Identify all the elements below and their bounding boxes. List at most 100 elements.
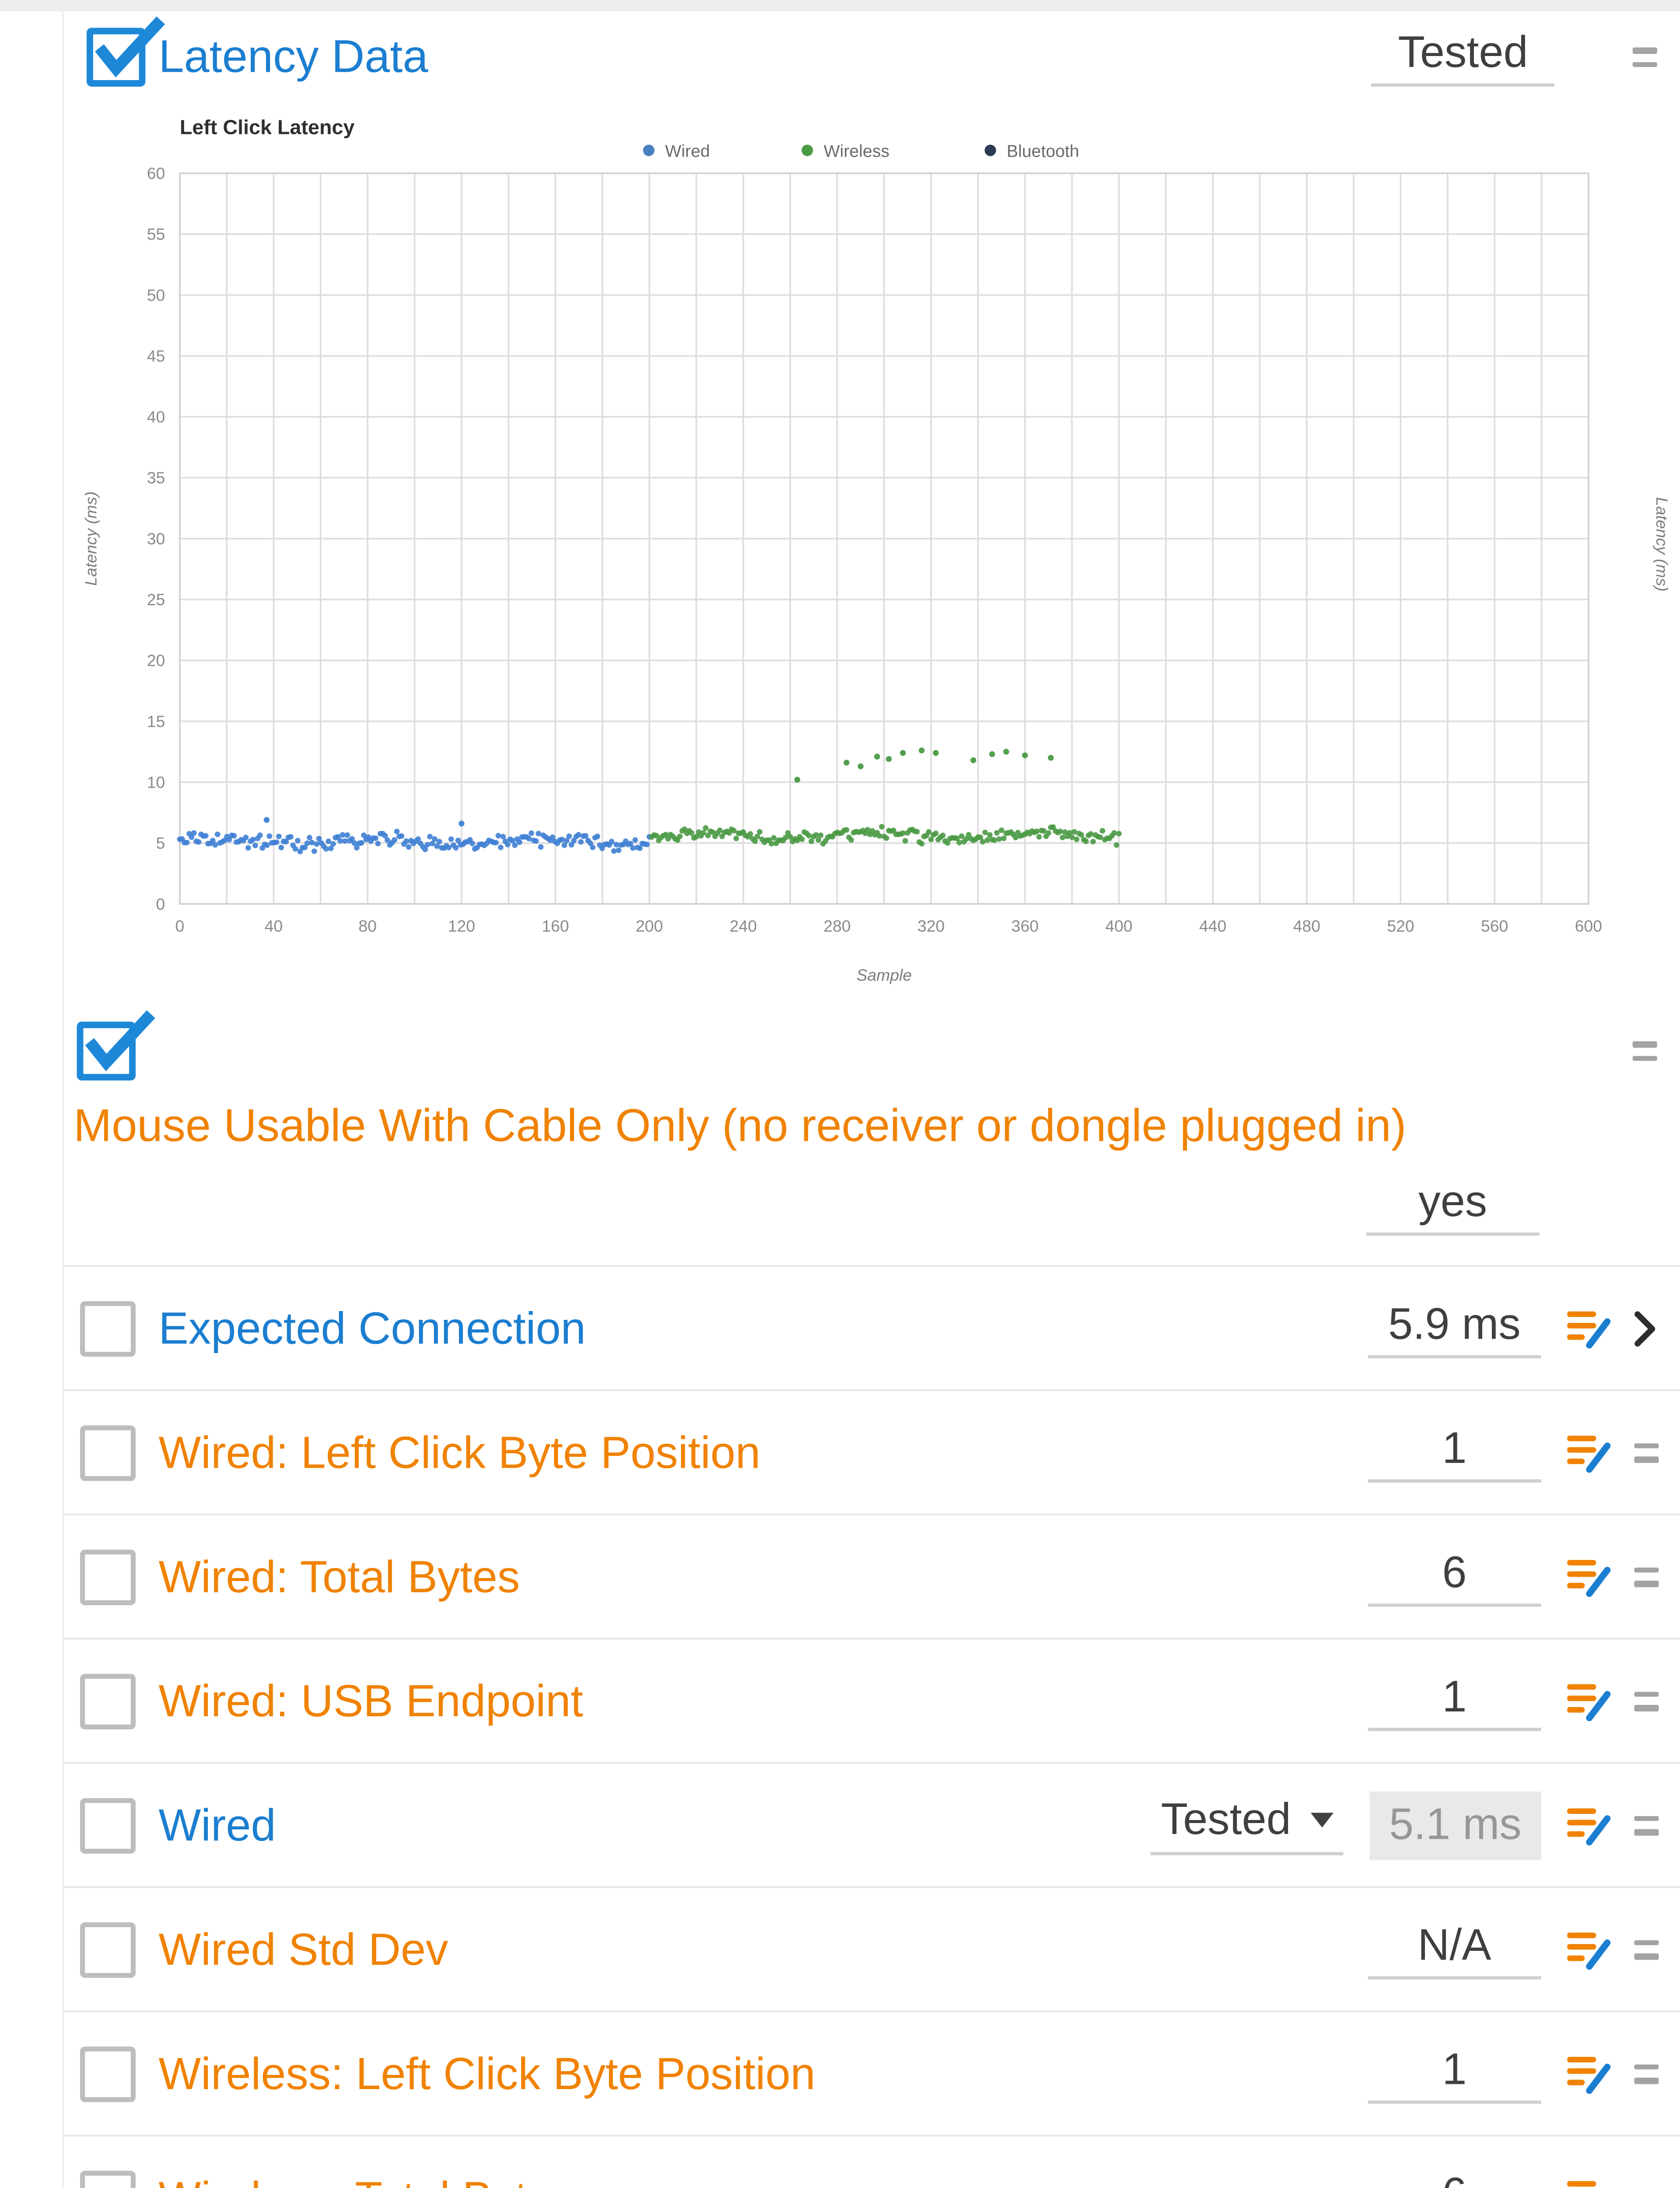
row-value: 5.1 ms xyxy=(1369,1791,1541,1860)
status-dropdown[interactable]: Tested xyxy=(1151,1795,1344,1855)
drag-handle-icon[interactable] xyxy=(1631,1442,1660,1462)
svg-text:560: 560 xyxy=(1481,917,1508,935)
svg-text:Left Click Latency: Left Click Latency xyxy=(180,116,355,138)
edit-icon[interactable] xyxy=(1567,1430,1611,1474)
row-checkbox[interactable] xyxy=(80,1921,136,1977)
edit-icon[interactable] xyxy=(1567,2176,1611,2188)
row-checkbox[interactable] xyxy=(80,2170,136,2188)
drag-handle-icon[interactable] xyxy=(1631,1939,1660,1959)
edit-icon[interactable] xyxy=(1567,1803,1611,1847)
svg-text:440: 440 xyxy=(1199,917,1226,935)
svg-text:360: 360 xyxy=(1012,917,1039,935)
drag-handle-icon[interactable] xyxy=(1632,1041,1657,1061)
row-checkbox[interactable] xyxy=(80,1300,136,1356)
svg-text:10: 10 xyxy=(147,773,165,791)
row-value[interactable]: 5.9 ms xyxy=(1368,1299,1541,1358)
row-value[interactable]: 6 xyxy=(1368,1547,1541,1606)
svg-text:30: 30 xyxy=(147,529,165,548)
edit-icon[interactable] xyxy=(1567,1927,1611,1971)
mouse-usable-header xyxy=(64,996,1680,1081)
mouse-usable-value-row: yes xyxy=(64,1154,1680,1265)
svg-text:50: 50 xyxy=(147,286,165,304)
drag-handle-icon[interactable] xyxy=(1631,2063,1660,2083)
row-label: Wired: Total Bytes xyxy=(158,1550,520,1601)
drag-handle-icon[interactable] xyxy=(1632,47,1657,67)
svg-text:480: 480 xyxy=(1293,917,1320,935)
svg-text:40: 40 xyxy=(265,917,283,935)
top-strip xyxy=(0,0,1680,12)
field-row-expected-connection: Expected Connection 5.9 ms xyxy=(63,1265,1680,1389)
caret-down-icon xyxy=(1310,1813,1334,1828)
svg-text:320: 320 xyxy=(917,917,945,935)
svg-text:400: 400 xyxy=(1105,917,1132,935)
svg-text:15: 15 xyxy=(147,712,165,730)
mouse-usable-section: Mouse Usable With Cable Only (no receive… xyxy=(64,996,1680,1265)
svg-text:80: 80 xyxy=(358,917,377,935)
svg-text:240: 240 xyxy=(730,917,757,935)
row-checkbox[interactable] xyxy=(80,1424,136,1480)
field-row-wired-usb-endpoint: Wired: USB Endpoint 1 xyxy=(63,1637,1680,1762)
svg-text:0: 0 xyxy=(175,917,185,935)
field-row-wired-total-bytes: Wired: Total Bytes 6 xyxy=(63,1513,1680,1638)
svg-text:280: 280 xyxy=(823,917,850,935)
field-row-wired-std-dev: Wired Std Dev N/A xyxy=(63,1886,1680,2011)
row-label[interactable]: Wired xyxy=(158,1799,276,1850)
drag-handle-icon[interactable] xyxy=(1631,1815,1660,1835)
svg-text:55: 55 xyxy=(147,225,165,243)
latency-chart: 0 40 80 120 160 200 240 280 320 360 400 440 480 520 56… xyxy=(74,100,1656,996)
drag-handle-icon[interactable] xyxy=(1631,1691,1660,1711)
svg-text:60: 60 xyxy=(147,164,165,182)
latency-data-card: Latency Data Tested 0 40 80 120 160 200 240 280… xyxy=(64,11,1680,996)
row-value[interactable]: 6 xyxy=(1368,2168,1541,2188)
row-checkbox[interactable] xyxy=(80,1549,136,1605)
latency-data-checkbox[interactable] xyxy=(86,16,165,87)
row-value[interactable]: 1 xyxy=(1368,1671,1541,1730)
row-label: Wireless: Total Bytes xyxy=(158,2171,574,2188)
edit-icon[interactable] xyxy=(1567,1554,1611,1599)
row-value[interactable]: 1 xyxy=(1368,1423,1541,1482)
latency-card-header: Latency Data Tested xyxy=(64,11,1680,96)
row-label[interactable]: Expected Connection xyxy=(158,1302,586,1353)
left-click-latency-chart: 0 40 80 120 160 200 240 280 320 360 400 440 480 520 56… xyxy=(81,116,1602,984)
edit-icon[interactable] xyxy=(1567,2051,1611,2096)
mouse-usable-value[interactable]: yes xyxy=(1366,1177,1540,1236)
svg-text:35: 35 xyxy=(147,469,165,487)
row-label: Wired: USB Endpoint xyxy=(158,1674,583,1725)
svg-text:Bluetooth: Bluetooth xyxy=(1007,142,1079,161)
svg-text:45: 45 xyxy=(147,347,165,365)
svg-text:Wireless: Wireless xyxy=(824,142,889,161)
field-row-wireless-left-click-byte-position: Wireless: Left Click Byte Position 1 xyxy=(63,2010,1680,2135)
row-value[interactable]: 1 xyxy=(1368,2044,1541,2103)
field-row-wireless-total-bytes: Wireless: Total Bytes 6 xyxy=(63,2135,1680,2188)
svg-text:Sample: Sample xyxy=(857,966,912,984)
svg-text:160: 160 xyxy=(542,917,569,935)
svg-text:Latency (ms): Latency (ms) xyxy=(81,491,100,586)
row-checkbox[interactable] xyxy=(80,1673,136,1729)
expand-chevron-icon[interactable] xyxy=(1631,1308,1660,1348)
svg-text:20: 20 xyxy=(147,651,165,670)
field-rows: Expected Connection 5.9 ms Wired: Left C… xyxy=(63,1265,1680,2188)
content-panel: Latency Data Tested 0 40 80 120 160 200 240 280… xyxy=(62,11,1680,2188)
row-checkbox[interactable] xyxy=(80,2045,136,2101)
svg-text:520: 520 xyxy=(1387,917,1414,935)
row-label: Wired: Left Click Byte Position xyxy=(158,1426,761,1477)
latency-card-title[interactable]: Latency Data xyxy=(158,31,428,82)
svg-text:120: 120 xyxy=(448,917,475,935)
svg-text:200: 200 xyxy=(636,917,663,935)
edit-icon[interactable] xyxy=(1567,1306,1611,1350)
mouse-usable-title: Mouse Usable With Cable Only (no receive… xyxy=(74,1100,1407,1151)
mouse-usable-checkbox[interactable] xyxy=(77,1010,155,1081)
row-checkbox[interactable] xyxy=(80,1797,136,1853)
svg-text:5: 5 xyxy=(156,834,165,852)
svg-text:0: 0 xyxy=(156,895,165,913)
row-label: Wireless: Left Click Byte Position xyxy=(158,2047,816,2098)
field-row-wired: Wired Tested 5.1 ms xyxy=(63,1762,1680,1886)
row-label: Wired Std Dev xyxy=(158,1923,448,1974)
latency-status-field[interactable]: Tested xyxy=(1372,28,1554,87)
row-value[interactable]: N/A xyxy=(1368,1920,1541,1979)
svg-text:600: 600 xyxy=(1575,917,1602,935)
chart-right-axis-label: Latency (ms) xyxy=(1651,497,1670,592)
drag-handle-icon[interactable] xyxy=(1631,1567,1660,1587)
edit-icon[interactable] xyxy=(1567,1679,1611,1723)
